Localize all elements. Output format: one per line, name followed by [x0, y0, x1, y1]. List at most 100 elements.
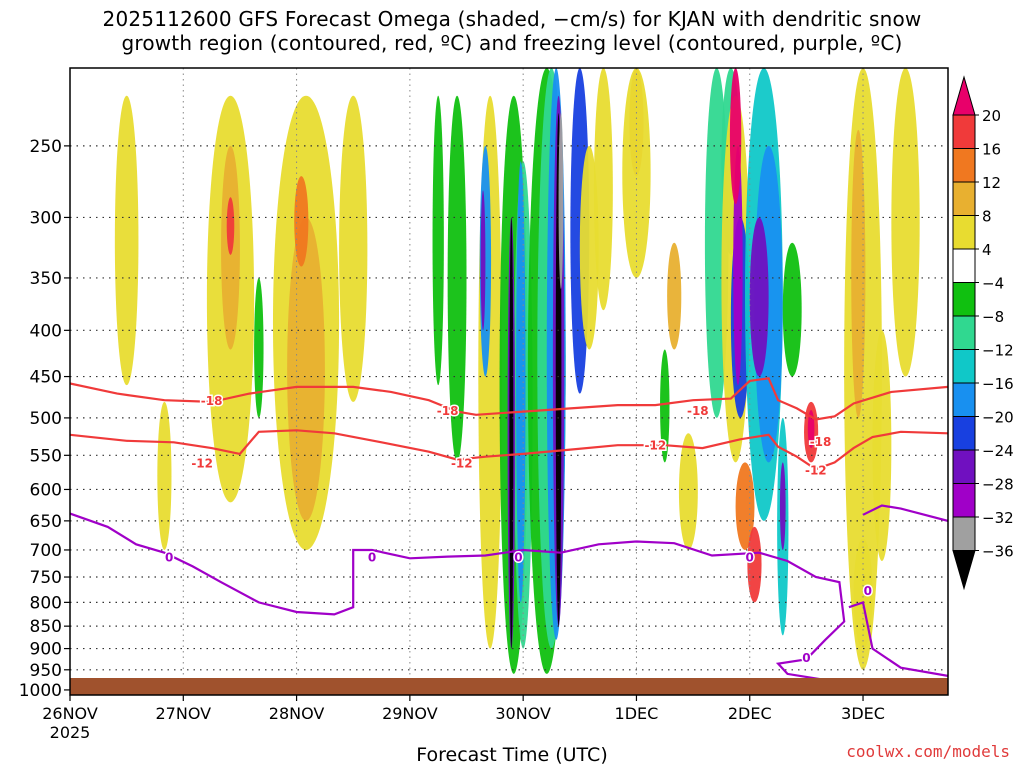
colorbar-label: −36 [982, 543, 1014, 561]
colorbar-label: 4 [982, 241, 992, 259]
omega-blob [667, 242, 682, 350]
colorbar-swatch [952, 248, 976, 283]
omega-blob [447, 95, 467, 463]
colorbar-label: 12 [982, 174, 1001, 192]
contour-label: -18 [201, 394, 223, 408]
colorbar-label: −28 [982, 476, 1014, 494]
contour-label: 0 [746, 551, 754, 565]
colorbar-swatch [952, 449, 976, 484]
contour-minus18 [70, 377, 948, 421]
colorbar-label: −24 [982, 442, 1014, 460]
y-tick-label: 950 [30, 661, 62, 681]
x-tick-label: 29NOV [382, 704, 438, 723]
omega-blob [733, 145, 743, 386]
colorbar-label: 8 [982, 208, 992, 226]
colorbar-swatch [952, 516, 976, 551]
y-tick-label: 700 [30, 541, 62, 561]
ground-strip [70, 678, 948, 695]
contour-label: -12 [191, 456, 213, 470]
colorbar-swatch [952, 416, 976, 451]
chart-title-line1: 2025112600 GFS Forecast Omega (shaded, −… [102, 7, 922, 31]
y-tick-label: 300 [30, 208, 62, 228]
y-tick-label: 250 [30, 137, 62, 157]
omega-blob [872, 330, 892, 562]
chart-title-line2: growth region (contoured, red, ºC) and f… [121, 31, 903, 55]
omega-blob [579, 145, 599, 350]
omega-shading [114, 68, 920, 674]
colorbar-label: 16 [982, 141, 1001, 159]
omega-blob [660, 349, 670, 463]
omega-blob [558, 113, 564, 289]
y-tick-label: 400 [30, 321, 62, 341]
colorbar-swatch [952, 282, 976, 317]
colorbar-swatch [952, 349, 976, 384]
colorbar-swatch [952, 215, 976, 250]
omega-blob [851, 129, 866, 418]
omega-blob [294, 176, 309, 267]
contour-label: 0 [514, 551, 522, 565]
credit-link[interactable]: coolwx.com/models [846, 742, 1010, 761]
contours [70, 377, 948, 693]
omega-blob [807, 409, 815, 449]
omega-blob [339, 95, 368, 402]
colorbar-swatch [952, 483, 976, 518]
omega-blob [287, 217, 325, 521]
omega-blob [782, 242, 802, 377]
colorbar-label: −4 [982, 275, 1004, 293]
omega-blob [749, 217, 769, 377]
y-tick-label: 850 [30, 617, 62, 637]
omega-blob [226, 197, 235, 255]
x-tick-label: 1DEC [615, 704, 659, 723]
y-tick-label: 550 [30, 446, 62, 466]
colorbar-swatch [952, 181, 976, 216]
contour-minus12 [70, 429, 948, 471]
colorbar-arrow-top [952, 75, 976, 116]
y-tick-label: 350 [30, 269, 62, 289]
x-tick-label: 30NOV [495, 704, 551, 723]
colorbar: 20 16 12 8 4 −4 −8 −12 −16 −20 −24 −28 −32 −36 [952, 75, 1014, 591]
colorbar-label: −32 [982, 509, 1014, 527]
omega-blob [432, 95, 444, 386]
x-axis-label: Forecast Time (UTC) [416, 744, 608, 766]
colorbar-arrow-bottom [952, 550, 976, 591]
contour-freezing-level-b [862, 504, 948, 522]
contour-label: -18 [810, 435, 832, 449]
colorbar-swatch [952, 382, 976, 417]
y-tick-label: 650 [30, 512, 62, 532]
contour-label: 0 [368, 551, 376, 565]
omega-blob [509, 217, 514, 649]
colorbar-swatch [952, 148, 976, 183]
omega-blob [114, 95, 139, 386]
contour-label: 0 [802, 651, 810, 665]
plot-frame [69, 67, 949, 696]
x-tick-label: 26NOV [42, 704, 98, 723]
y-tick-label: 450 [30, 368, 62, 388]
colorbar-label: −12 [982, 342, 1014, 360]
omega-blob [678, 433, 698, 550]
x-tick-label: 27NOV [155, 704, 211, 723]
omega-blob [157, 401, 172, 550]
contour-label: 0 [165, 551, 173, 565]
y-axis: 250 300 350 400 450 500 550 600 650 700 750 800 850 9… [19, 137, 70, 701]
omega-blob [735, 462, 755, 550]
y-tick-label: 900 [30, 640, 62, 660]
contour-label: -18 [437, 404, 459, 418]
omega-blob [779, 462, 786, 550]
y-tick-label: 1000 [19, 681, 62, 701]
colorbar-label: −16 [982, 375, 1014, 393]
colorbar-label: 20 [982, 107, 1001, 125]
contour-label: -12 [644, 438, 666, 452]
colorbar-label: −8 [982, 308, 1004, 326]
x-tick-sublabel: 2025 [50, 723, 91, 742]
colorbar-swatch [952, 114, 976, 149]
omega-blob [516, 161, 526, 603]
omega-blob [254, 277, 264, 418]
colorbar-label: −20 [982, 409, 1014, 427]
contour-freezing-level [70, 512, 901, 693]
omega-blob [747, 526, 762, 603]
x-tick-label: 2DEC [728, 704, 772, 723]
contour-freezing-level-c [848, 600, 948, 677]
omega-blob [891, 68, 920, 377]
